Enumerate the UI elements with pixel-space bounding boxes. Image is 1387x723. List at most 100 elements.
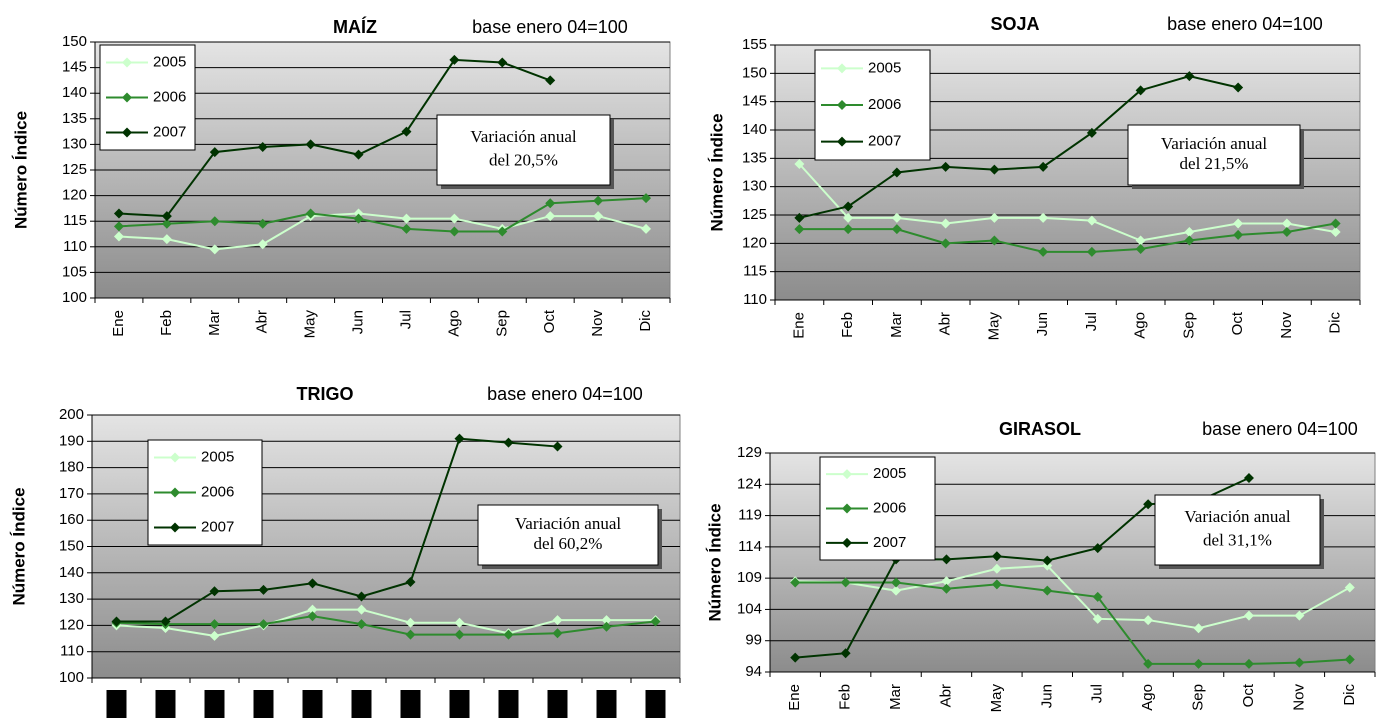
- x-tick-label: Dic: [637, 310, 654, 332]
- x-tick-label: Ene: [786, 684, 803, 711]
- annotation: del 60,2%: [534, 534, 603, 553]
- y-tick-label: 150: [742, 64, 767, 81]
- marker: [601, 615, 612, 626]
- x-tick-label: Nov: [589, 310, 606, 337]
- legend-label: 2006: [873, 499, 906, 516]
- marker: [353, 149, 364, 160]
- marker: [940, 238, 951, 249]
- y-tick-label: 145: [62, 59, 87, 76]
- redacted-label: [155, 690, 176, 718]
- series-line: [118, 58, 551, 218]
- marker: [545, 211, 556, 222]
- y-tick-label: 140: [59, 564, 84, 581]
- marker: [1135, 85, 1146, 96]
- chart-title: TRIGO: [297, 384, 354, 404]
- redacted-label: [106, 690, 127, 718]
- x-tick-label: Dic: [1327, 312, 1344, 334]
- chart-title: GIRASOL: [999, 419, 1081, 439]
- marker: [356, 619, 367, 630]
- legend-label: 2005: [153, 53, 186, 70]
- y-tick-label: 105: [62, 263, 87, 280]
- y-tick-label: 130: [62, 135, 87, 152]
- legend-label: 2007: [868, 133, 901, 150]
- legend-marker: [842, 503, 852, 514]
- marker: [307, 604, 318, 615]
- x-tick-label: Oct: [541, 309, 558, 333]
- marker: [161, 218, 172, 229]
- marker: [794, 212, 805, 223]
- marker: [405, 577, 416, 588]
- legend-marker: [842, 537, 852, 548]
- marker: [989, 212, 1000, 223]
- legend-label: 2007: [201, 518, 234, 535]
- marker: [503, 437, 514, 448]
- x-tick-label: Jun: [1034, 312, 1051, 336]
- annotation-box: [1127, 124, 1301, 186]
- annotation: Variación anual: [1184, 507, 1290, 526]
- marker: [305, 139, 316, 150]
- marker: [401, 213, 412, 224]
- marker: [356, 591, 367, 602]
- x-tick-label: Feb: [839, 312, 856, 338]
- redacted-label: [498, 690, 519, 718]
- y-tick-label: 135: [62, 110, 87, 127]
- y-tick-label: 200: [59, 406, 84, 423]
- marker: [843, 201, 854, 212]
- y-tick-label: 155: [742, 36, 767, 53]
- y-tick-label: 130: [742, 178, 767, 195]
- marker: [991, 551, 1002, 562]
- chart-title: SOJA: [990, 14, 1039, 34]
- marker: [257, 141, 268, 152]
- marker: [1233, 229, 1244, 240]
- y-axis-label: Número Índice: [705, 503, 724, 621]
- x-tick-label: Sep: [493, 310, 510, 337]
- y-tick-label: 145: [742, 93, 767, 110]
- series-line: [116, 615, 656, 636]
- marker: [545, 75, 556, 86]
- x-tick-label: Dic: [1341, 684, 1358, 706]
- marker: [1233, 218, 1244, 229]
- marker: [257, 239, 268, 250]
- marker: [1143, 615, 1154, 626]
- marker: [891, 212, 902, 223]
- marker: [449, 54, 460, 65]
- marker: [209, 619, 220, 630]
- y-tick-label: 99: [745, 632, 762, 649]
- marker: [1243, 658, 1254, 669]
- y-tick-label: 125: [742, 206, 767, 223]
- y-tick-label: 140: [62, 84, 87, 101]
- marker: [305, 208, 316, 219]
- x-tick-label: Abr: [937, 684, 954, 707]
- annotation: del 31,1%: [1203, 531, 1272, 550]
- marker: [209, 147, 220, 158]
- marker: [991, 579, 1002, 590]
- marker: [1042, 555, 1053, 566]
- x-tick-label: Jul: [1083, 312, 1100, 331]
- y-tick-label: 110: [743, 291, 767, 308]
- marker: [113, 231, 124, 242]
- marker: [353, 208, 364, 219]
- legend-label: 2006: [201, 483, 234, 500]
- marker: [1086, 127, 1097, 138]
- x-tick-label: May: [985, 312, 1002, 341]
- marker: [1184, 235, 1195, 246]
- redacted-label: [204, 690, 225, 718]
- marker: [891, 167, 902, 178]
- x-tick-label: Jun: [350, 310, 367, 334]
- marker: [209, 216, 220, 227]
- x-tick-label: Feb: [837, 684, 854, 710]
- marker: [209, 244, 220, 255]
- y-tick-label: 115: [743, 263, 767, 280]
- marker: [401, 223, 412, 234]
- marker: [1243, 473, 1254, 484]
- x-tick-label: Jun: [1038, 684, 1055, 708]
- marker: [790, 652, 801, 663]
- legend-label: 2007: [873, 534, 906, 551]
- x-tick-label: Jul: [1089, 684, 1106, 703]
- annotation: del 21,5%: [1180, 154, 1249, 173]
- marker: [891, 577, 902, 588]
- marker: [991, 563, 1002, 574]
- x-tick-label: Ago: [445, 310, 462, 337]
- chart-title: MAÍZ: [333, 16, 377, 37]
- marker: [209, 630, 220, 641]
